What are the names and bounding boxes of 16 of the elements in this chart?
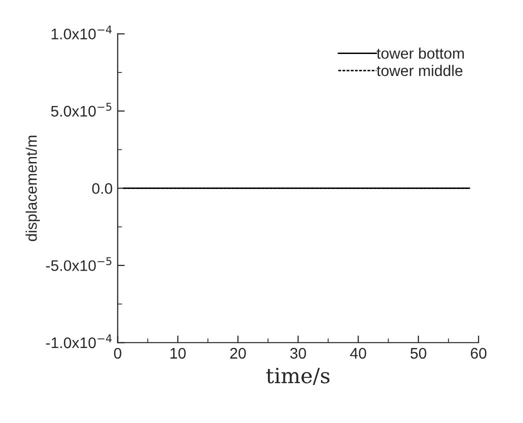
y-tick-label: 0.0 (92, 183, 112, 194)
x-tick-label: 30 (290, 348, 306, 359)
y-tick-label: -1.0x10$^{−4}$ (46, 334, 112, 348)
x-tick-label: 50 (410, 348, 426, 359)
y-axis-title: displacement/m (26, 136, 40, 242)
x-axis-title: time/s (266, 368, 330, 386)
x-tick-label: 0 (114, 348, 122, 359)
y-tick-label: -5.0x10$^{−5}$ (46, 257, 112, 272)
y-tick-label: 5.0x10$^{−5}$ (51, 102, 112, 117)
legend-label: tower middle (376, 64, 462, 76)
x-tick-label: 20 (230, 348, 246, 359)
y-tick-label: 1.0x10$^{−4}$ (52, 26, 112, 40)
x-tick-label: 60 (470, 348, 486, 359)
x-tick-label: 40 (350, 348, 366, 359)
legend-label: tower bottom (376, 48, 464, 59)
x-tick-label: 10 (170, 348, 186, 359)
